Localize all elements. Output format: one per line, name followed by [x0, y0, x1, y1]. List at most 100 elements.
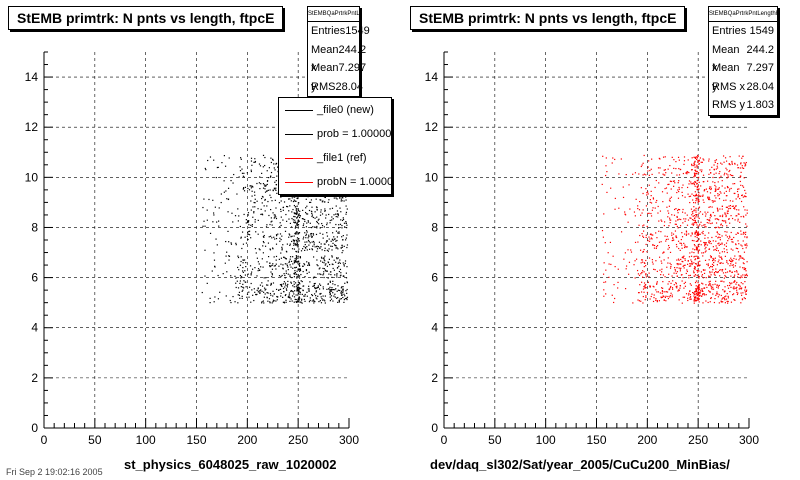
- scatter-point: [261, 202, 263, 204]
- scatter-point: [709, 275, 711, 278]
- scatter-point: [664, 296, 666, 299]
- scatter-point: [228, 255, 231, 257]
- scatter-point: [295, 213, 297, 215]
- scatter-point: [311, 212, 313, 215]
- scatter-point: [726, 249, 728, 251]
- scatter-point: [270, 217, 272, 219]
- scatter-point: [707, 196, 709, 198]
- scatter-point: [669, 219, 671, 221]
- scatter-point: [725, 167, 727, 169]
- scatter-point: [678, 186, 680, 189]
- scatter-point: [291, 248, 294, 250]
- scatter-point: [694, 255, 696, 257]
- scatter-point: [280, 210, 282, 213]
- scatter-point: [298, 282, 300, 284]
- scatter-point: [293, 281, 295, 283]
- scatter-point: [257, 288, 259, 290]
- scatter-point: [252, 216, 254, 218]
- scatter-point: [312, 245, 314, 247]
- scatter-point: [708, 173, 710, 175]
- scatter-point: [693, 293, 696, 295]
- scatter-point: [291, 300, 293, 302]
- scatter-point: [326, 235, 329, 237]
- scatter-point: [640, 262, 642, 264]
- scatter-point: [297, 246, 299, 248]
- scatter-point: [740, 171, 742, 173]
- scatter-point: [240, 237, 242, 239]
- scatter-point: [242, 271, 244, 273]
- scatter-point: [691, 232, 693, 234]
- scatter-point: [226, 271, 228, 273]
- scatter-point: [729, 265, 731, 267]
- scatter-point: [708, 160, 710, 162]
- scatter-point: [738, 288, 740, 290]
- scatter-point: [694, 258, 697, 260]
- scatter-point: [738, 243, 740, 245]
- scatter-point: [726, 261, 728, 263]
- scatter-point: [635, 198, 637, 200]
- scatter-point: [697, 261, 699, 263]
- scatter-point: [225, 190, 227, 192]
- scatter-point: [331, 256, 333, 258]
- scatter-point: [728, 238, 730, 240]
- legend-line-probN: [285, 181, 313, 183]
- scatter-point: [717, 271, 720, 273]
- scatter-point: [711, 166, 713, 168]
- scatter-point: [292, 219, 294, 221]
- scatter-point: [716, 208, 719, 210]
- scatter-point: [670, 265, 672, 268]
- scatter-point: [733, 236, 735, 239]
- scatter-point: [341, 286, 343, 288]
- scatter-point: [272, 301, 274, 303]
- scatter-point: [606, 191, 608, 194]
- scatter-point: [724, 255, 726, 257]
- scatter-point: [290, 200, 292, 202]
- scatter-point: [693, 194, 695, 197]
- scatter-point: [304, 243, 306, 246]
- left-stats-row: Mean y 7.297: [311, 62, 367, 93]
- scatter-point: [712, 286, 714, 288]
- scatter-point: [661, 191, 664, 193]
- scatter-point: [731, 163, 733, 165]
- scatter-point: [720, 262, 722, 264]
- scatter-point: [617, 268, 619, 270]
- scatter-point: [299, 257, 302, 259]
- footer-date: Fri Sep 2 19:02:16 2005: [6, 467, 103, 477]
- scatter-point: [698, 212, 700, 214]
- scatter-point: [336, 276, 338, 278]
- scatter-point: [693, 172, 696, 174]
- scatter-point: [718, 244, 720, 246]
- scatter-point: [248, 230, 251, 232]
- scatter-point: [693, 163, 695, 165]
- scatter-point: [275, 187, 277, 189]
- scatter-point: [246, 235, 248, 237]
- scatter-point: [311, 215, 313, 218]
- scatter-point: [226, 251, 228, 253]
- scatter-point: [696, 170, 698, 173]
- scatter-point: [247, 238, 249, 241]
- scatter-point: [694, 222, 696, 224]
- scatter-point: [646, 251, 648, 253]
- scatter-point: [696, 188, 698, 190]
- scatter-point: [247, 212, 250, 214]
- scatter-point: [733, 281, 735, 284]
- scatter-point: [294, 222, 297, 224]
- scatter-point: [693, 219, 695, 221]
- scatter-point: [327, 261, 329, 263]
- scatter-point: [675, 167, 677, 170]
- scatter-point: [715, 159, 718, 161]
- scatter-point: [691, 251, 693, 253]
- scatter-point: [335, 213, 337, 215]
- scatter-point: [311, 248, 313, 250]
- scatter-point: [679, 270, 681, 272]
- scatter-point: [322, 237, 324, 239]
- scatter-point: [243, 287, 245, 289]
- scatter-point: [334, 289, 336, 291]
- scatter-point: [647, 281, 649, 283]
- scatter-point: [278, 265, 280, 267]
- scatter-point: [297, 262, 299, 264]
- scatter-point: [641, 164, 643, 166]
- scatter-point: [677, 219, 679, 221]
- scatter-point: [652, 244, 654, 246]
- scatter-point: [663, 224, 665, 227]
